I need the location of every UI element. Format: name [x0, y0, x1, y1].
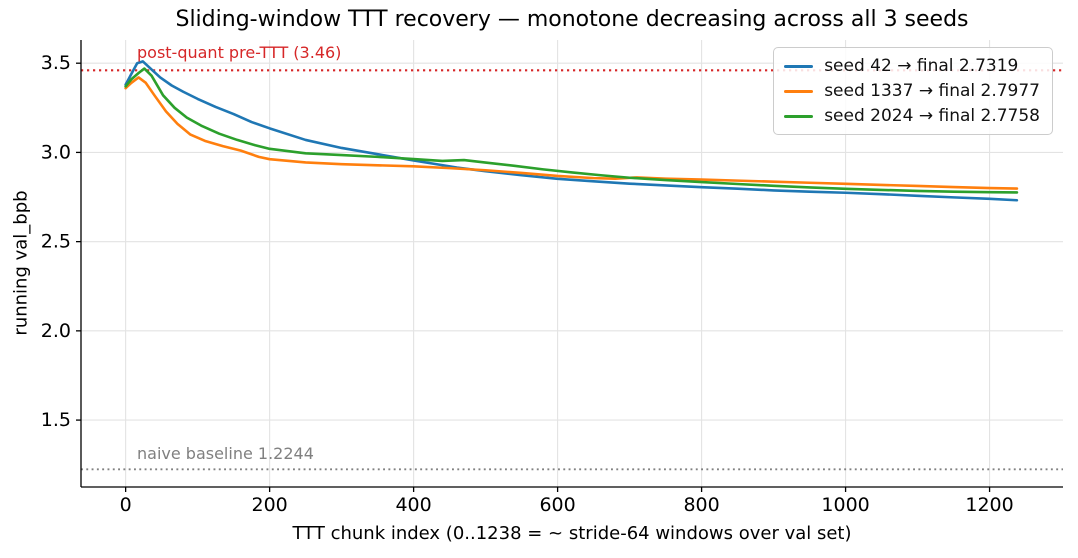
- legend-swatch-seed-1337: [784, 89, 814, 93]
- chart-title: Sliding-window TTT recovery — monotone d…: [175, 7, 969, 32]
- annotation-post-quant-baseline: post-quant pre-TTT (3.46): [137, 43, 342, 62]
- x-tick-label: 200: [251, 494, 287, 516]
- legend-item-seed-42: seed 42 → final 2.7319: [784, 56, 1040, 76]
- series-line-1: [124, 76, 1019, 190]
- x-tick-label: 1200: [965, 494, 1013, 516]
- y-tick-label: 1.5: [41, 409, 71, 431]
- legend-label-seed-42: seed 42 → final 2.7319: [824, 56, 1019, 76]
- legend-label-seed-2024: seed 2024 → final 2.7758: [824, 106, 1040, 126]
- y-tick-label: 2.5: [41, 231, 71, 253]
- series-line-2: [124, 67, 1019, 194]
- y-tick-label: 3.0: [41, 141, 71, 163]
- x-tick-label: 400: [395, 494, 431, 516]
- x-tick-label: 1000: [821, 494, 869, 516]
- y-axis-label: running val_bpb: [10, 190, 32, 336]
- legend-label-seed-1337: seed 1337 → final 2.7977: [824, 81, 1040, 101]
- y-tick-label: 2.0: [41, 320, 71, 342]
- x-axis-label: TTT chunk index (0..1238 = ~ stride-64 w…: [292, 523, 852, 544]
- legend: seed 42 → final 2.7319 seed 1337 → final…: [773, 47, 1053, 135]
- x-tick-label: 600: [539, 494, 575, 516]
- x-tick-label: 800: [683, 494, 719, 516]
- annotation-naive-baseline: naive baseline 1.2244: [137, 444, 314, 463]
- series-line-0: [124, 60, 1019, 202]
- legend-swatch-seed-42: [784, 64, 814, 68]
- legend-item-seed-1337: seed 1337 → final 2.7977: [784, 81, 1040, 101]
- y-tick-label: 3.5: [41, 52, 71, 74]
- legend-swatch-seed-2024: [784, 114, 814, 118]
- x-tick-label: 0: [120, 494, 132, 516]
- legend-item-seed-2024: seed 2024 → final 2.7758: [784, 106, 1040, 126]
